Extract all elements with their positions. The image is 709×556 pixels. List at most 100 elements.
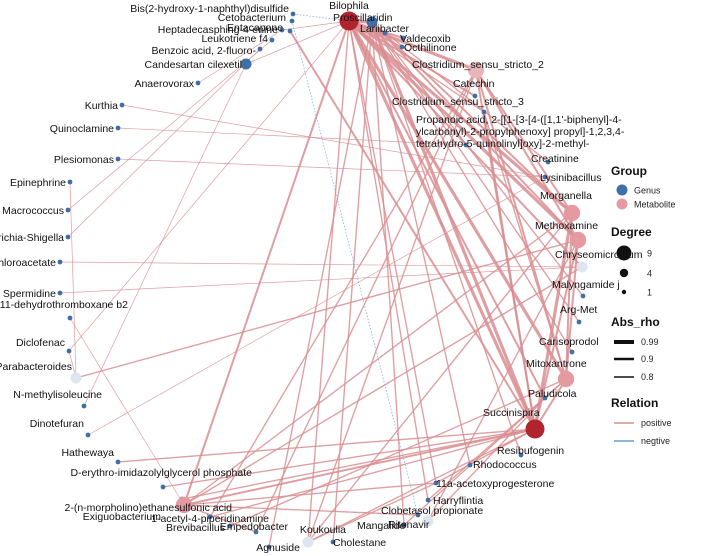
node-dichloroacetate[interactable] — [57, 259, 63, 265]
edge-mitoxantrone-succinispira — [534, 378, 567, 430]
edge-proscillaridin-malyngamide — [371, 21, 584, 297]
edge-morganella-succinispira — [533, 212, 574, 430]
node-clos2[interactable] — [467, 61, 485, 79]
node-nmethyl[interactable] — [81, 403, 87, 409]
edge-parabacteroides-epinephrine — [69, 181, 77, 379]
node-exiguobacterium[interactable] — [175, 496, 193, 514]
node-heptadec[interactable] — [279, 27, 285, 33]
node-benzoic[interactable] — [257, 46, 263, 52]
node-mitoxantrone[interactable] — [557, 370, 575, 388]
node-quinoclamine[interactable] — [115, 125, 121, 131]
node-valdecoxib[interactable] — [400, 35, 406, 41]
node-carisoprodol[interactable] — [569, 349, 575, 355]
node-morganella[interactable] — [563, 204, 581, 222]
node-proscillaridin[interactable] — [366, 16, 378, 28]
edge-clos2-morganella — [475, 69, 573, 214]
node-creatinine[interactable] — [545, 159, 551, 165]
legend-absrho-09: 0.9 — [641, 354, 654, 364]
edge-clos2-empedobacter — [255, 69, 477, 533]
legend-degree-1: 1 — [647, 288, 652, 298]
node-label-clos2: Clostridium_sensu_stricto_2 — [412, 59, 544, 71]
node-label-valdecoxib: Valdecoxib — [400, 33, 451, 45]
node-acetoxyprog[interactable] — [433, 480, 439, 486]
node-clos3[interactable] — [481, 109, 487, 115]
node-ritonavir[interactable] — [422, 515, 434, 527]
node-brevibacillus[interactable] — [207, 514, 213, 520]
node-clobetasol[interactable] — [415, 512, 421, 518]
node-agnuside[interactable] — [266, 544, 272, 550]
node-acetylpip[interactable] — [227, 523, 233, 529]
node-label-bis2: Bis(2-hydroxy-1-naphthyl)disulfide — [130, 3, 289, 15]
node-label-dinoterfuran: Dinotefuran — [30, 418, 84, 430]
node-catechin[interactable] — [472, 93, 478, 99]
node-parabacteroides[interactable] — [70, 372, 82, 384]
legend-metabolite-label: Metabolite — [634, 200, 676, 210]
node-malyngamide[interactable] — [580, 293, 586, 299]
node-bilophila[interactable] — [339, 11, 359, 31]
legend-group-title: Group — [611, 164, 647, 178]
node-bis2[interactable] — [290, 11, 296, 17]
edge-exiguobacterium-empedobacter — [183, 504, 257, 533]
node-label-propanoic: Propanoic acid, 2-[[1-[3-[4-([1,1'-biphe… — [416, 114, 625, 150]
node-label-leukotriene: Leukotriene f4 — [201, 33, 268, 45]
edge-bilophila-acetoxyprog — [348, 20, 437, 484]
node-label-cholestane: Cholestane — [333, 537, 386, 549]
node-methoxamine[interactable] — [569, 231, 587, 249]
legend: Group Genus Metabolite Degree 9 4 1 Abs_… — [611, 164, 676, 446]
node-lariibacter[interactable] — [382, 30, 388, 36]
node-argmet[interactable] — [576, 319, 582, 325]
node-anaerovorax[interactable] — [195, 80, 201, 86]
edge-clos2-koukoulia — [307, 69, 477, 543]
node-kurthia[interactable] — [119, 102, 125, 108]
legend-degree-title: Degree — [611, 225, 652, 239]
edge-proscillaridin-morganella — [371, 21, 573, 214]
node-succinispira[interactable] — [525, 419, 545, 439]
node-rhodococcus[interactable] — [467, 462, 473, 468]
node-paludicola[interactable] — [542, 395, 548, 401]
edge-succinispira-hathewaya — [117, 428, 536, 463]
node-dehydro[interactable] — [67, 315, 73, 321]
node-label-rhodococcus: Rhodococcus — [473, 459, 537, 471]
node-diclofenac[interactable] — [66, 348, 72, 354]
edge-morganella-exiguobacterium — [183, 212, 573, 506]
node-label-escherichia: Escherichia-Shigella — [0, 232, 64, 244]
node-epinephrine[interactable] — [67, 179, 73, 185]
edge-succinispira-morpholino — [181, 428, 536, 500]
node-label-koukoulia: Koukoulia — [300, 524, 346, 536]
node-empedobacter[interactable] — [253, 529, 259, 535]
node-label-spermidine: Spermidine — [3, 288, 56, 300]
node-label-catechin: Catechin — [453, 78, 495, 90]
node-plesiomonas[interactable] — [115, 156, 121, 162]
node-lysinibacillus[interactable] — [542, 174, 548, 180]
node-label-dehydro: 11-dehydrothromboxane b2 — [0, 299, 128, 311]
edge-bilophila-heptadec — [281, 20, 350, 31]
node-leukotriene[interactable] — [269, 37, 275, 43]
node-mangalide[interactable] — [401, 522, 407, 528]
node-label-paludicola: Paludicola — [528, 388, 577, 400]
node-resibufogenin[interactable] — [518, 452, 524, 458]
node-hathewaya[interactable] — [115, 459, 121, 465]
node-octhilinone[interactable] — [399, 44, 405, 50]
edge-methoxamine-parabacteroides — [75, 239, 579, 379]
node-spermidine[interactable] — [57, 290, 63, 296]
node-label-parabacteroides: Parabacteroides — [0, 361, 72, 373]
node-label-malyngamide: Malyngamide j — [552, 279, 620, 291]
node-harryflintia[interactable] — [425, 497, 431, 503]
edge-chryseo-spermidine — [59, 266, 583, 294]
node-escherichia[interactable] — [65, 234, 71, 240]
node-entacapone[interactable] — [287, 28, 293, 34]
legend-absrho-title: Abs_rho — [611, 315, 660, 329]
node-derythro[interactable] — [160, 484, 166, 490]
legend-positive-label: positive — [641, 418, 672, 428]
node-koukoulia[interactable] — [302, 536, 314, 548]
node-macrococcus[interactable] — [65, 207, 71, 213]
node-candesartan[interactable] — [240, 58, 252, 70]
node-propanoic[interactable] — [463, 142, 469, 148]
node-dinoterfuran[interactable] — [85, 432, 91, 438]
node-label-agnuside: Agnuside — [256, 542, 300, 554]
node-cholestane[interactable] — [330, 539, 336, 545]
edge-morganella-koukoulia — [307, 212, 573, 543]
node-cetobacterium[interactable] — [289, 18, 295, 24]
node-chryseo[interactable] — [576, 261, 588, 273]
node-label-acetoxyprog: 11a-acetoxyprogesterone — [436, 478, 554, 490]
